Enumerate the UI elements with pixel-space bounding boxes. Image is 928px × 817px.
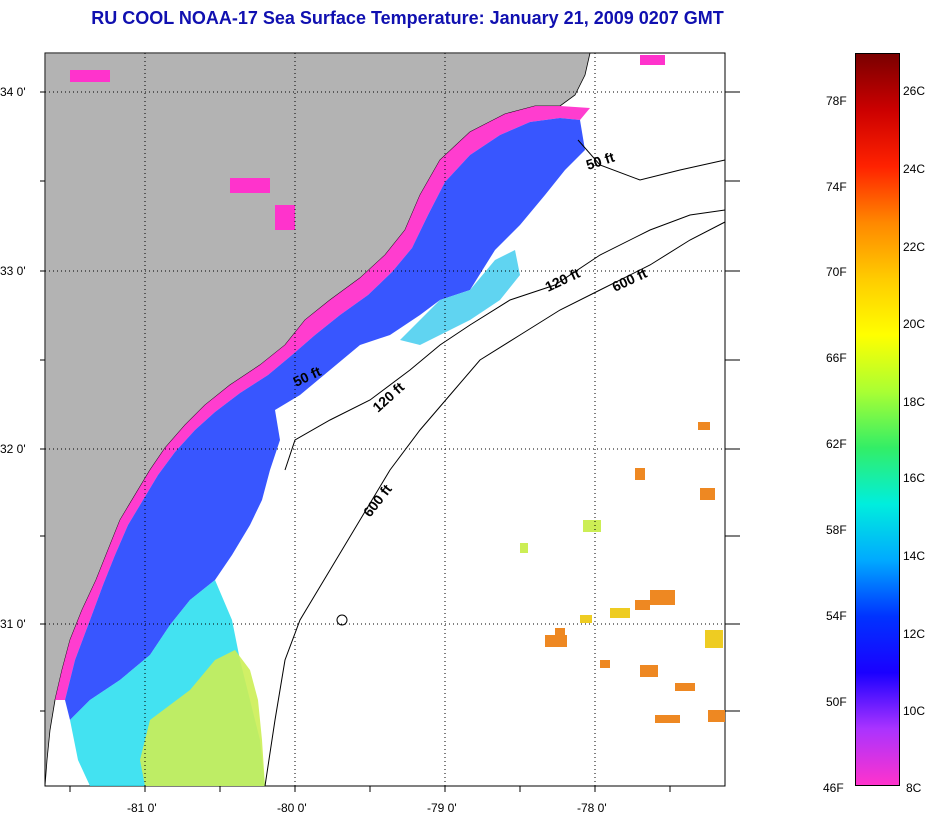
cb-c-16: 16C	[903, 471, 926, 485]
isobath-50ft	[577, 139, 726, 181]
mid-shelf-band	[65, 118, 585, 720]
south-shelf-band	[140, 650, 265, 786]
cb-f-70: 70F	[826, 265, 847, 279]
cb-f-46: 46F	[823, 781, 844, 795]
lon-label-81: -81 0'	[127, 801, 157, 815]
cb-f-50: 50F	[826, 695, 847, 709]
cb-c-26: 26C	[903, 84, 926, 98]
lon-label-78: -78 0'	[577, 801, 607, 815]
cb-c-10: 10C	[903, 704, 926, 718]
frame-ticks	[40, 91, 740, 792]
cb-c-18: 18C	[903, 395, 926, 409]
cb-f-62: 62F	[826, 437, 847, 451]
cb-f-74: 74F	[826, 180, 847, 194]
offshore-patches	[520, 422, 725, 723]
cb-c-8: 8C	[906, 781, 922, 795]
lat-label-34: 34 0'	[0, 85, 26, 99]
isobath-ring	[336, 614, 348, 626]
isobath-600ft	[264, 221, 726, 787]
isobaths	[264, 139, 726, 787]
lon-label-79: -79 0'	[427, 801, 457, 815]
cb-c-22: 22C	[903, 240, 926, 254]
cb-c-14: 14C	[903, 549, 926, 563]
inland-patches	[70, 55, 665, 230]
lat-label-32: 32 0'	[0, 442, 26, 456]
cb-f-66: 66F	[826, 351, 847, 365]
lon-label-80: -80 0'	[277, 801, 307, 815]
lat-label-33: 33 0'	[0, 264, 26, 278]
cb-f-54: 54F	[826, 609, 847, 623]
map-title: RU COOL NOAA-17 Sea Surface Temperature:…	[91, 8, 724, 28]
graticule	[45, 53, 725, 786]
cb-f-78: 78F	[826, 94, 847, 108]
cb-f-58: 58F	[826, 523, 847, 537]
cb-c-12: 12C	[903, 627, 926, 641]
temperature-colorbar	[855, 53, 900, 786]
isobath-120ft	[284, 209, 726, 471]
cb-c-20: 20C	[903, 317, 926, 331]
lat-label-31: 31 0'	[0, 617, 26, 631]
cb-c-24: 24C	[903, 162, 926, 176]
shelf-patch	[400, 250, 520, 345]
